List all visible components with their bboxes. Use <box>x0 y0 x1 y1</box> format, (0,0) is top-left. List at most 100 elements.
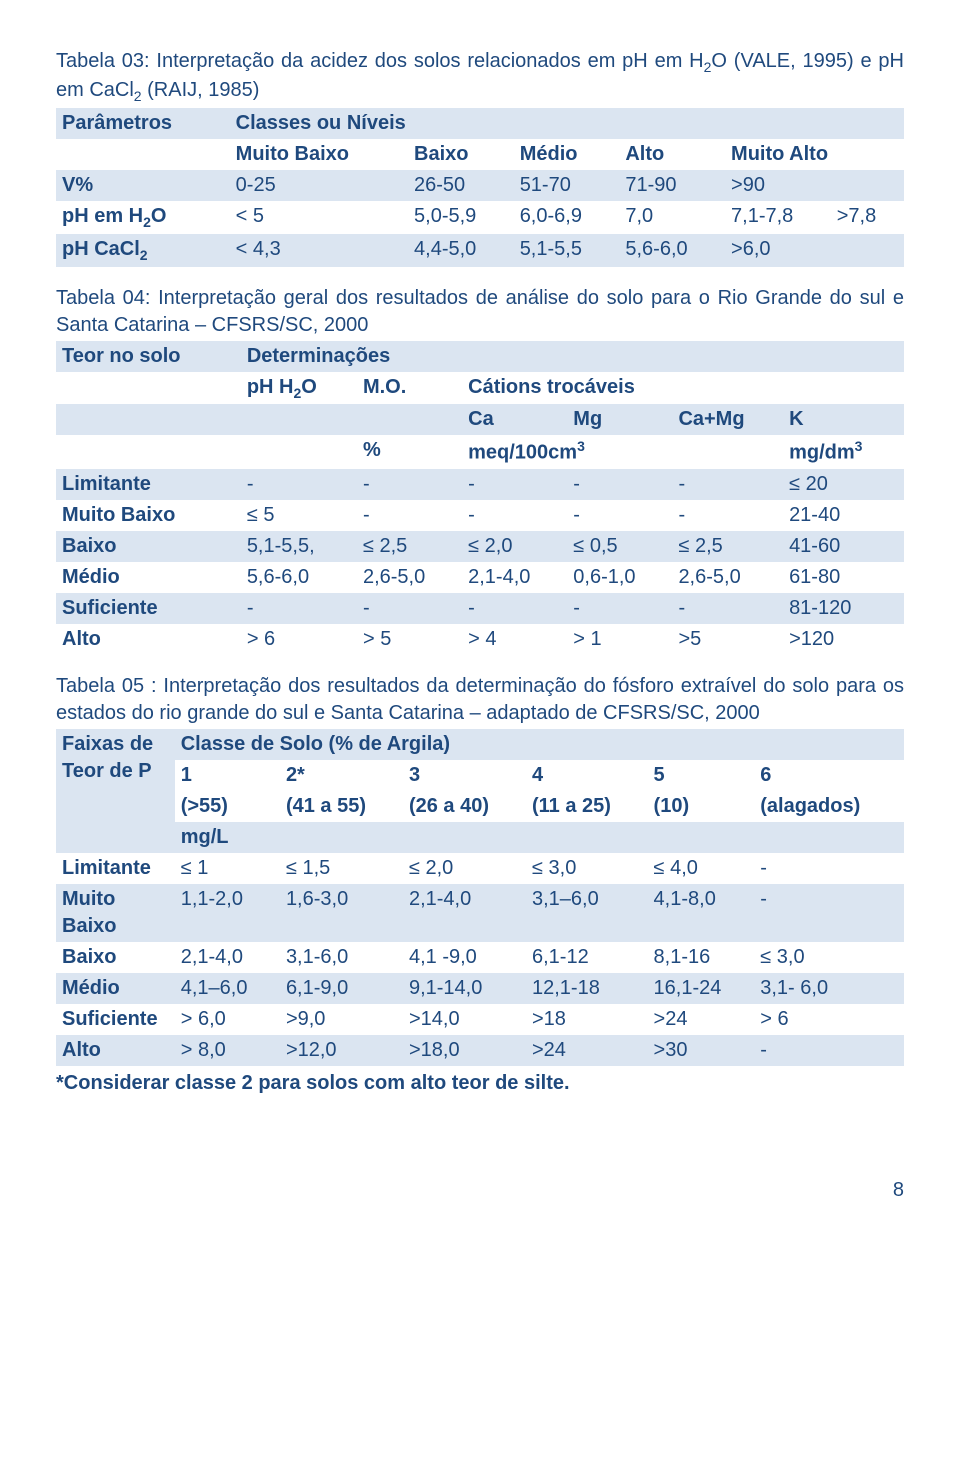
cell: - <box>754 853 904 884</box>
t3-r1-p: V% <box>56 170 230 201</box>
cell: ≤ 5 <box>241 500 357 531</box>
cell-empty <box>56 139 230 170</box>
cell: 4,1-8,0 <box>648 884 755 942</box>
t5-footnote: *Considerar classe 2 para solos com alto… <box>56 1070 904 1097</box>
cell: - <box>357 593 462 624</box>
t3-h-a: Alto <box>619 139 725 170</box>
cell: 5,6-6,0 <box>241 562 357 593</box>
cell: 61-80 <box>783 562 904 593</box>
t4-h-k: K <box>783 404 904 435</box>
row-label: Médio <box>56 973 175 1004</box>
table-03: Parâmetros Classes ou Níveis Muito Baixo… <box>56 108 904 267</box>
cell: - <box>754 1035 904 1066</box>
t5-unit: mg/L <box>175 822 904 853</box>
t3-h-b: Baixo <box>408 139 514 170</box>
cell: 5,0-5,9 <box>408 201 514 234</box>
t5-h-classe: Classe de Solo (% de Argila) <box>175 729 904 760</box>
t3-r2-p: pH em H2O <box>56 201 230 234</box>
t3-h-param: Parâmetros <box>56 108 230 139</box>
cell: >14,0 <box>403 1004 526 1035</box>
cell: >6,0 <box>725 234 904 267</box>
page-number: 8 <box>56 1177 904 1204</box>
t4-h-mo: M.O. <box>357 372 462 405</box>
cell: 0,6-1,0 <box>567 562 672 593</box>
cell: 51-70 <box>514 170 620 201</box>
cell: >24 <box>648 1004 755 1035</box>
cell: ≤ 2,0 <box>462 531 567 562</box>
cell: 81-120 <box>783 593 904 624</box>
row-label: Baixo <box>56 942 175 973</box>
cell: 3,1- 6,0 <box>754 973 904 1004</box>
table-05: Faixas de Teor de P Classe de Solo (% de… <box>56 729 904 1066</box>
t4-h-camg: Ca+Mg <box>672 404 783 435</box>
cell: 7,0 <box>619 201 725 234</box>
row-label: Alto <box>56 1035 175 1066</box>
row-label: Suficiente <box>56 1004 175 1035</box>
cell: 7,1-7,8 <box>725 201 831 234</box>
t4-h-ph: pH H2O <box>241 372 357 405</box>
row-label: Suficiente <box>56 593 241 624</box>
cell: > 1 <box>567 624 672 655</box>
t3-caption: Tabela 03: Interpretação da acidez dos s… <box>56 48 904 106</box>
cell: 4,1 -9,0 <box>403 942 526 973</box>
cell-empty <box>56 404 241 435</box>
cell: - <box>672 469 783 500</box>
cell: >30 <box>648 1035 755 1066</box>
row-label: Baixo <box>56 531 241 562</box>
cell-empty <box>56 822 175 853</box>
sub-2c: 2 <box>143 214 151 230</box>
cell: 6 <box>754 760 904 791</box>
txt: pH em H <box>62 205 143 227</box>
cell: > 6 <box>754 1004 904 1035</box>
cell: ≤ 1 <box>175 853 280 884</box>
t4-u-mgdm: mg/dm3 <box>783 435 904 469</box>
cell: 21-40 <box>783 500 904 531</box>
cell: >18,0 <box>403 1035 526 1066</box>
cell: - <box>241 593 357 624</box>
cell-empty <box>56 435 241 469</box>
cell: < 4,3 <box>230 234 408 267</box>
cell: 2* <box>280 760 403 791</box>
cell: 9,1-14,0 <box>403 973 526 1004</box>
cell: 71-90 <box>619 170 725 201</box>
cell: - <box>567 500 672 531</box>
cell: - <box>357 469 462 500</box>
cell: ≤ 3,0 <box>754 942 904 973</box>
t3-h-classes: Classes ou Níveis <box>230 108 904 139</box>
cell: 6,1-12 <box>526 942 648 973</box>
cell: 5,1-5,5, <box>241 531 357 562</box>
txt: O <box>151 205 167 227</box>
cell: - <box>241 469 357 500</box>
t5-caption: Tabela 05 : Interpretação dos resultados… <box>56 673 904 727</box>
cell: 4,4-5,0 <box>408 234 514 267</box>
t5-h-faixas: Faixas de Teor de P <box>56 729 175 822</box>
row-label: Muito Baixo <box>56 500 241 531</box>
sub-2d: 2 <box>140 247 148 263</box>
cell: ≤ 20 <box>783 469 904 500</box>
sup-3: 3 <box>577 438 585 454</box>
cell: 2,1-4,0 <box>462 562 567 593</box>
row-label: Médio <box>56 562 241 593</box>
cell: ≤ 4,0 <box>648 853 755 884</box>
cell: > 6,0 <box>175 1004 280 1035</box>
cell: - <box>672 500 783 531</box>
cell: >120 <box>783 624 904 655</box>
cell: 6,1-9,0 <box>280 973 403 1004</box>
t3-r3-p: pH CaCl2 <box>56 234 230 267</box>
cell: 1 <box>175 760 280 791</box>
table-04: Teor no solo Determinações pH H2O M.O. C… <box>56 341 904 656</box>
cell: - <box>462 500 567 531</box>
cell: 3,1–6,0 <box>526 884 648 942</box>
cell: 5 <box>648 760 755 791</box>
t3-h-ma: Muito Alto <box>725 139 904 170</box>
cell: 2,6-5,0 <box>357 562 462 593</box>
cell: 41-60 <box>783 531 904 562</box>
cell: - <box>462 469 567 500</box>
txt: meq/100cm <box>468 442 577 464</box>
cell: 3,1-6,0 <box>280 942 403 973</box>
row-label: Limitante <box>56 853 175 884</box>
cell: > 5 <box>357 624 462 655</box>
cell: - <box>754 884 904 942</box>
cell: 3 <box>403 760 526 791</box>
sup-3b: 3 <box>855 438 863 454</box>
